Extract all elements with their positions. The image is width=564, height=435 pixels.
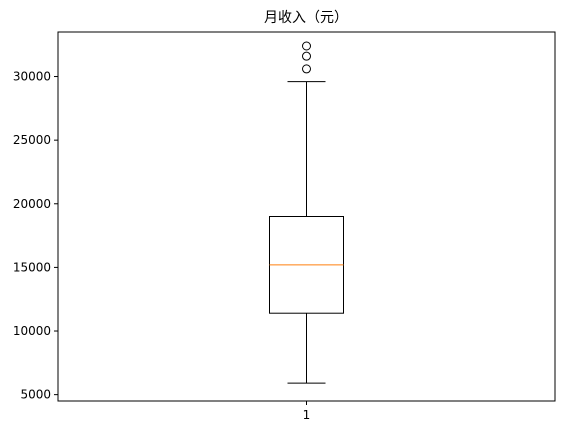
- plot-area: 5000 10000 15000 20000 25000 30000 1: [13, 41, 344, 422]
- chart-title: 月收入（元）: [264, 10, 348, 26]
- x-tick-label: 1: [303, 408, 311, 422]
- y-tick-label: 25000: [13, 133, 51, 147]
- plot-frame: [57, 31, 556, 402]
- y-tick-label: 5000: [20, 388, 51, 402]
- y-tick-label: 20000: [13, 197, 51, 211]
- outlier-point: [302, 64, 311, 74]
- outlier-point: [302, 51, 311, 61]
- y-tick-label: 15000: [13, 260, 51, 274]
- outlier-point: [302, 41, 311, 51]
- y-tick-label: 30000: [13, 70, 51, 84]
- y-tick-label: 10000: [13, 324, 51, 338]
